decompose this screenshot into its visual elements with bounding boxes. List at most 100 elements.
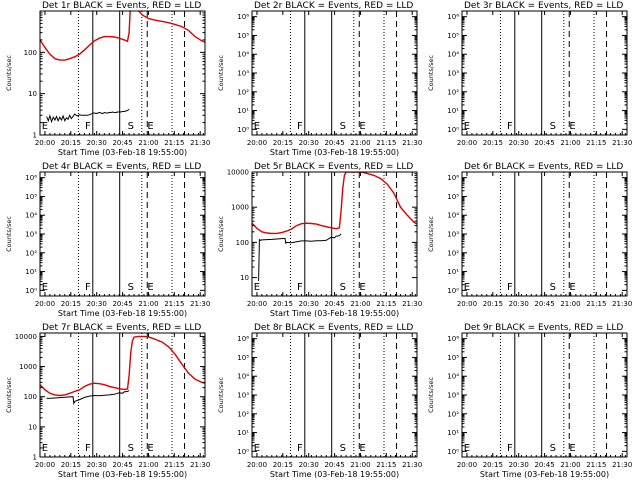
event-marker-label: E — [359, 282, 365, 293]
x-tick-label: 21:30 — [612, 461, 632, 469]
x-tick-label: 20:45 — [112, 139, 132, 147]
event-marker-label: S — [340, 282, 346, 293]
event-marker-label: F — [297, 282, 303, 293]
y-tick-label: 10000 — [227, 169, 249, 177]
x-tick-label: 21:00 — [138, 139, 158, 147]
x-tick-label: 20:00 — [35, 139, 55, 147]
x-tick-label: 20:45 — [534, 300, 554, 308]
event-marker-label: F — [85, 443, 91, 454]
y-tick-label: 10¹ — [25, 268, 37, 276]
x-tick-label: 20:15 — [273, 139, 293, 147]
x-tick-label: 20:30 — [299, 139, 319, 147]
event-marker-label: E — [464, 443, 470, 454]
y-tick-label: 10⁰ — [447, 287, 459, 295]
x-tick-label: 21:00 — [138, 300, 158, 308]
x-tick-label: 21:15 — [586, 300, 606, 308]
y-tick-label: 10² — [447, 410, 459, 418]
y-tick-label: 10⁶ — [447, 335, 459, 343]
event-marker-label: F — [297, 121, 303, 132]
y-tick-label: 10⁶ — [25, 174, 37, 182]
y-tick-label: 10¹ — [237, 107, 249, 115]
y-tick-label: 1 — [33, 132, 37, 140]
event-marker-label: S — [340, 443, 346, 454]
y-tick-label: 10³ — [25, 231, 37, 239]
event-marker-label: E — [42, 121, 48, 132]
y-axis-label: Counts/sec — [5, 216, 13, 252]
y-tick-label: 10¹ — [447, 429, 459, 437]
x-axis-label: Start Time (03-Feb-18 19:55:00) — [58, 148, 187, 157]
event-marker-label: E — [254, 282, 260, 293]
x-tick-label: 21:15 — [376, 300, 396, 308]
y-tick-label: 10² — [447, 249, 459, 257]
x-tick-label: 20:45 — [534, 461, 554, 469]
lld-series-line — [40, 11, 205, 61]
y-tick-label: 10⁶ — [447, 13, 459, 21]
event-marker-label: F — [507, 282, 513, 293]
x-tick-label: 20:15 — [61, 300, 81, 308]
x-tick-label: 20:30 — [509, 461, 529, 469]
x-tick-label: 21:00 — [350, 300, 370, 308]
plot-frame — [39, 10, 206, 136]
x-axis-label: Start Time (03-Feb-18 19:55:00) — [58, 309, 187, 318]
x-tick-label: 20:30 — [299, 461, 319, 469]
y-tick-label: 10⁵ — [237, 32, 249, 40]
event-marker-label: E — [464, 121, 470, 132]
plot-frame — [39, 171, 206, 297]
y-tick-label: 10⁴ — [237, 373, 249, 381]
y-tick-label: 10⁴ — [237, 51, 249, 59]
panel-title: Det 8r BLACK = Events, RED = LLD — [254, 323, 413, 333]
x-tick-label: 20:15 — [483, 139, 503, 147]
y-tick-label: 10³ — [237, 70, 249, 78]
y-tick-label: 10¹ — [447, 268, 459, 276]
x-tick-label: 21:30 — [402, 139, 422, 147]
y-tick-label: 10⁵ — [237, 354, 249, 362]
panel-title: Det 4r BLACK = Events, RED = LLD — [42, 162, 201, 172]
y-tick-label: 10⁶ — [237, 335, 249, 343]
event-marker-label: F — [85, 121, 91, 132]
y-tick-label: 10³ — [447, 231, 459, 239]
event-marker-label: E — [464, 282, 470, 293]
y-tick-label: 10⁰ — [237, 448, 249, 456]
y-tick-label: 10⁶ — [237, 13, 249, 21]
x-tick-label: 21:30 — [402, 300, 422, 308]
event-marker-label: E — [359, 121, 365, 132]
x-tick-label: 20:45 — [534, 139, 554, 147]
x-tick-label: 20:00 — [247, 300, 267, 308]
panel-title: Det 3r BLACK = Events, RED = LLD — [464, 1, 623, 11]
event-marker-label: E — [569, 121, 575, 132]
x-tick-label: 21:15 — [586, 461, 606, 469]
panel-title: Det 6r BLACK = Events, RED = LLD — [464, 162, 623, 172]
detector-panel-6: Det 6r BLACK = Events, RED = LLD Counts/s… — [427, 162, 632, 308]
y-tick-label: 10² — [237, 410, 249, 418]
x-axis-label: Start Time (03-Feb-18 19:55:00) — [58, 470, 187, 479]
x-tick-label: 21:30 — [612, 139, 632, 147]
y-axis-label: Counts/sec — [217, 216, 225, 252]
x-tick-label: 21:30 — [612, 300, 632, 308]
panel-title: Det 2r BLACK = Events, RED = LLD — [254, 1, 413, 11]
y-tick-label: 10⁰ — [447, 448, 459, 456]
y-tick-label: 10⁰ — [447, 126, 459, 134]
detector-panel-3: Det 3r BLACK = Events, RED = LLD Counts/s… — [427, 1, 632, 147]
plot-frame — [461, 10, 628, 136]
y-tick-label: 10 — [240, 274, 249, 282]
x-tick-label: 20:00 — [35, 300, 55, 308]
y-axis-label: Counts/sec — [427, 216, 435, 252]
event-marker-label: S — [128, 282, 134, 293]
x-tick-label: 21:00 — [350, 461, 370, 469]
x-tick-label: 21:30 — [190, 139, 210, 147]
y-tick-label: 10¹ — [447, 107, 459, 115]
x-tick-label: 21:15 — [164, 461, 184, 469]
x-tick-label: 20:15 — [483, 461, 503, 469]
plot-frame — [251, 10, 418, 136]
event-marker-label: E — [147, 121, 153, 132]
y-tick-label: 10⁰ — [237, 126, 249, 134]
x-tick-label: 21:00 — [560, 461, 580, 469]
x-tick-label: 20:45 — [324, 300, 344, 308]
y-tick-label: 10³ — [447, 392, 459, 400]
events-series-line — [46, 390, 130, 406]
x-tick-label: 21:15 — [376, 461, 396, 469]
x-tick-label: 21:15 — [164, 139, 184, 147]
y-tick-label: 10⁴ — [447, 373, 459, 381]
panel-title: Det 7r BLACK = Events, RED = LLD — [42, 323, 201, 333]
